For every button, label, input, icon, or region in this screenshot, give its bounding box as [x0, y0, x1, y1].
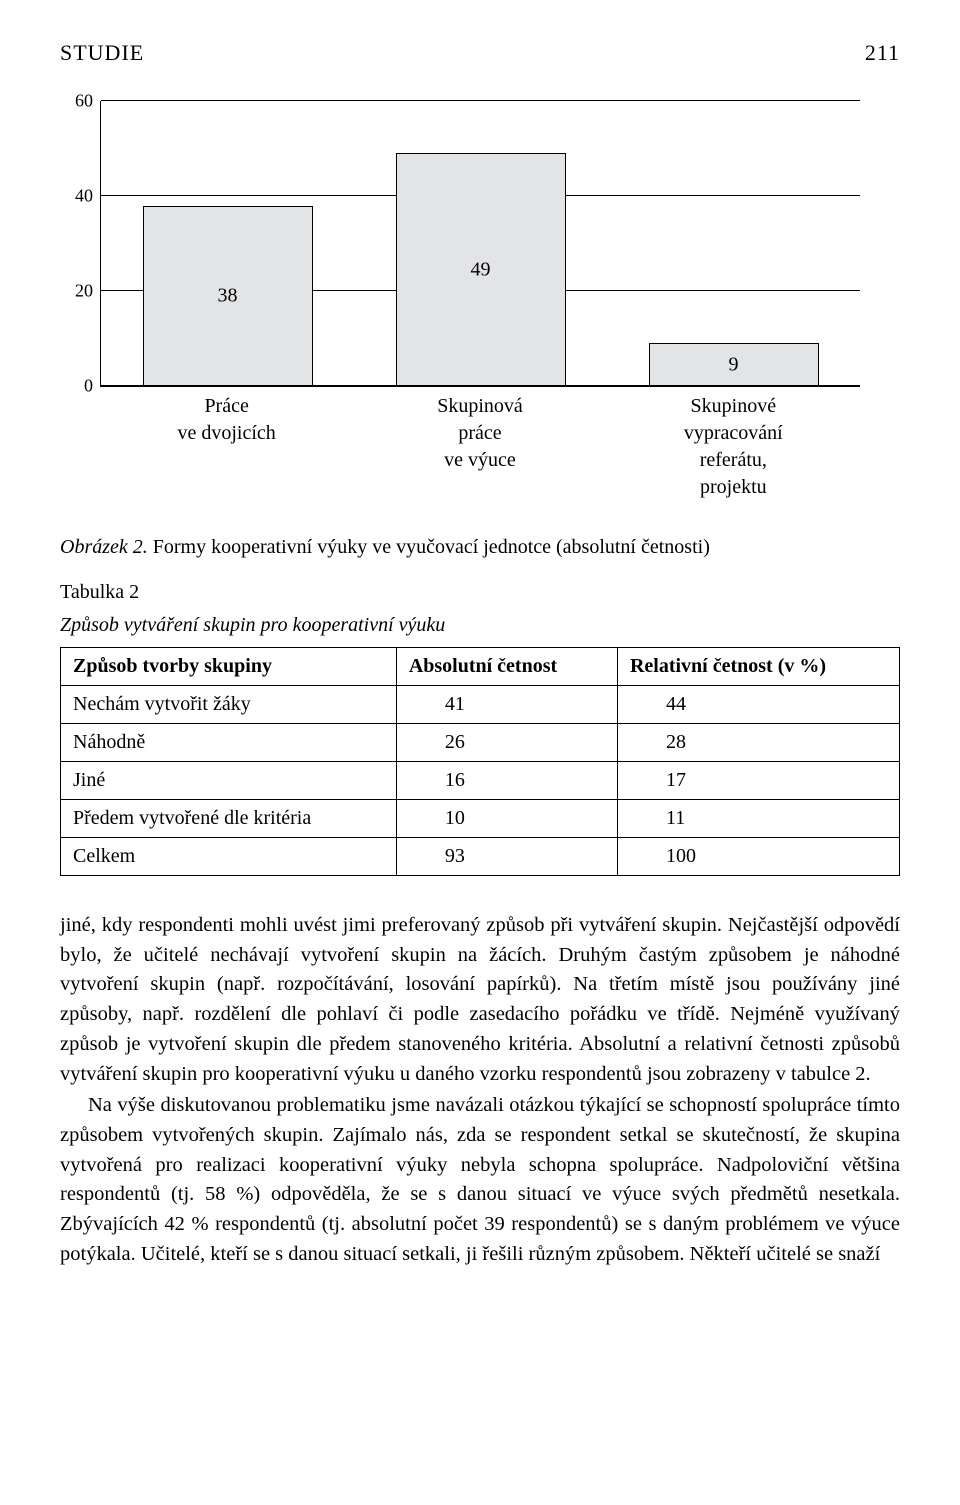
table-cell: 93 — [396, 838, 617, 876]
x-tick-label: Práceve dvojicích — [117, 393, 337, 501]
figure-label: Obrázek 2. — [60, 536, 148, 558]
bar-value-label: 38 — [144, 284, 312, 307]
figure-caption-text: Formy kooperativní výuky ve vyučovací je… — [153, 536, 710, 558]
table-cell: Náhodně — [61, 724, 397, 762]
bar-value-label: 49 — [397, 258, 565, 281]
x-tick-label: Skupinovévypracováníreferátu,projektu — [623, 393, 843, 501]
paragraph: jiné, kdy respondenti mohli uvést jimi p… — [60, 911, 900, 1089]
y-tick-label: 20 — [61, 281, 93, 302]
table-cell: Celkem — [61, 838, 397, 876]
table-cell: 26 — [396, 724, 617, 762]
table-row: Náhodně2628 — [61, 724, 900, 762]
page-header: STUDIE 211 — [60, 40, 900, 66]
table-row: Jiné1617 — [61, 762, 900, 800]
table-cell: Jiné — [61, 762, 397, 800]
body-text: jiné, kdy respondenti mohli uvést jimi p… — [60, 911, 900, 1270]
table-cell: 28 — [617, 724, 899, 762]
table-cell: 44 — [617, 686, 899, 724]
header-right: 211 — [865, 40, 900, 66]
y-tick-label: 60 — [61, 91, 93, 112]
table-cell: Předem vytvořené dle kritéria — [61, 800, 397, 838]
table-cell: 10 — [396, 800, 617, 838]
header-left: STUDIE — [60, 40, 144, 66]
table-header: Relativní četnost (v %) — [617, 648, 899, 686]
table-caption-text: Způsob vytváření skupin pro kooperativní… — [60, 614, 900, 637]
table-header: Absolutní četnost — [396, 648, 617, 686]
table-cell: 41 — [396, 686, 617, 724]
chart-bar: 38 — [143, 206, 313, 387]
bar-value-label: 9 — [650, 353, 818, 376]
figure-caption: Obrázek 2. Formy kooperativní výuky ve v… — [60, 536, 900, 559]
chart-bar: 9 — [649, 343, 819, 386]
table-row: Nechám vytvořit žáky4144 — [61, 686, 900, 724]
table-cell: 11 — [617, 800, 899, 838]
chart-bar: 49 — [396, 153, 566, 386]
y-tick-label: 0 — [61, 376, 93, 397]
table-cell: 100 — [617, 838, 899, 876]
paragraph: Na výše diskutovanou problematiku jsme n… — [60, 1091, 900, 1269]
bar-chart: 020406038499 Práceve dvojicíchSkupinováp… — [100, 101, 860, 501]
data-table: Způsob tvorby skupiny Absolutní četnost … — [60, 647, 900, 876]
table-row: Celkem93100 — [61, 838, 900, 876]
table-header: Způsob tvorby skupiny — [61, 648, 397, 686]
table-row: Předem vytvořené dle kritéria1011 — [61, 800, 900, 838]
table-cell: 16 — [396, 762, 617, 800]
table-cell: Nechám vytvořit žáky — [61, 686, 397, 724]
x-tick-label: Skupinovápráceve výuce — [370, 393, 590, 501]
y-tick-label: 40 — [61, 186, 93, 207]
table-cell: 17 — [617, 762, 899, 800]
table-caption-label: Tabulka 2 — [60, 581, 900, 604]
